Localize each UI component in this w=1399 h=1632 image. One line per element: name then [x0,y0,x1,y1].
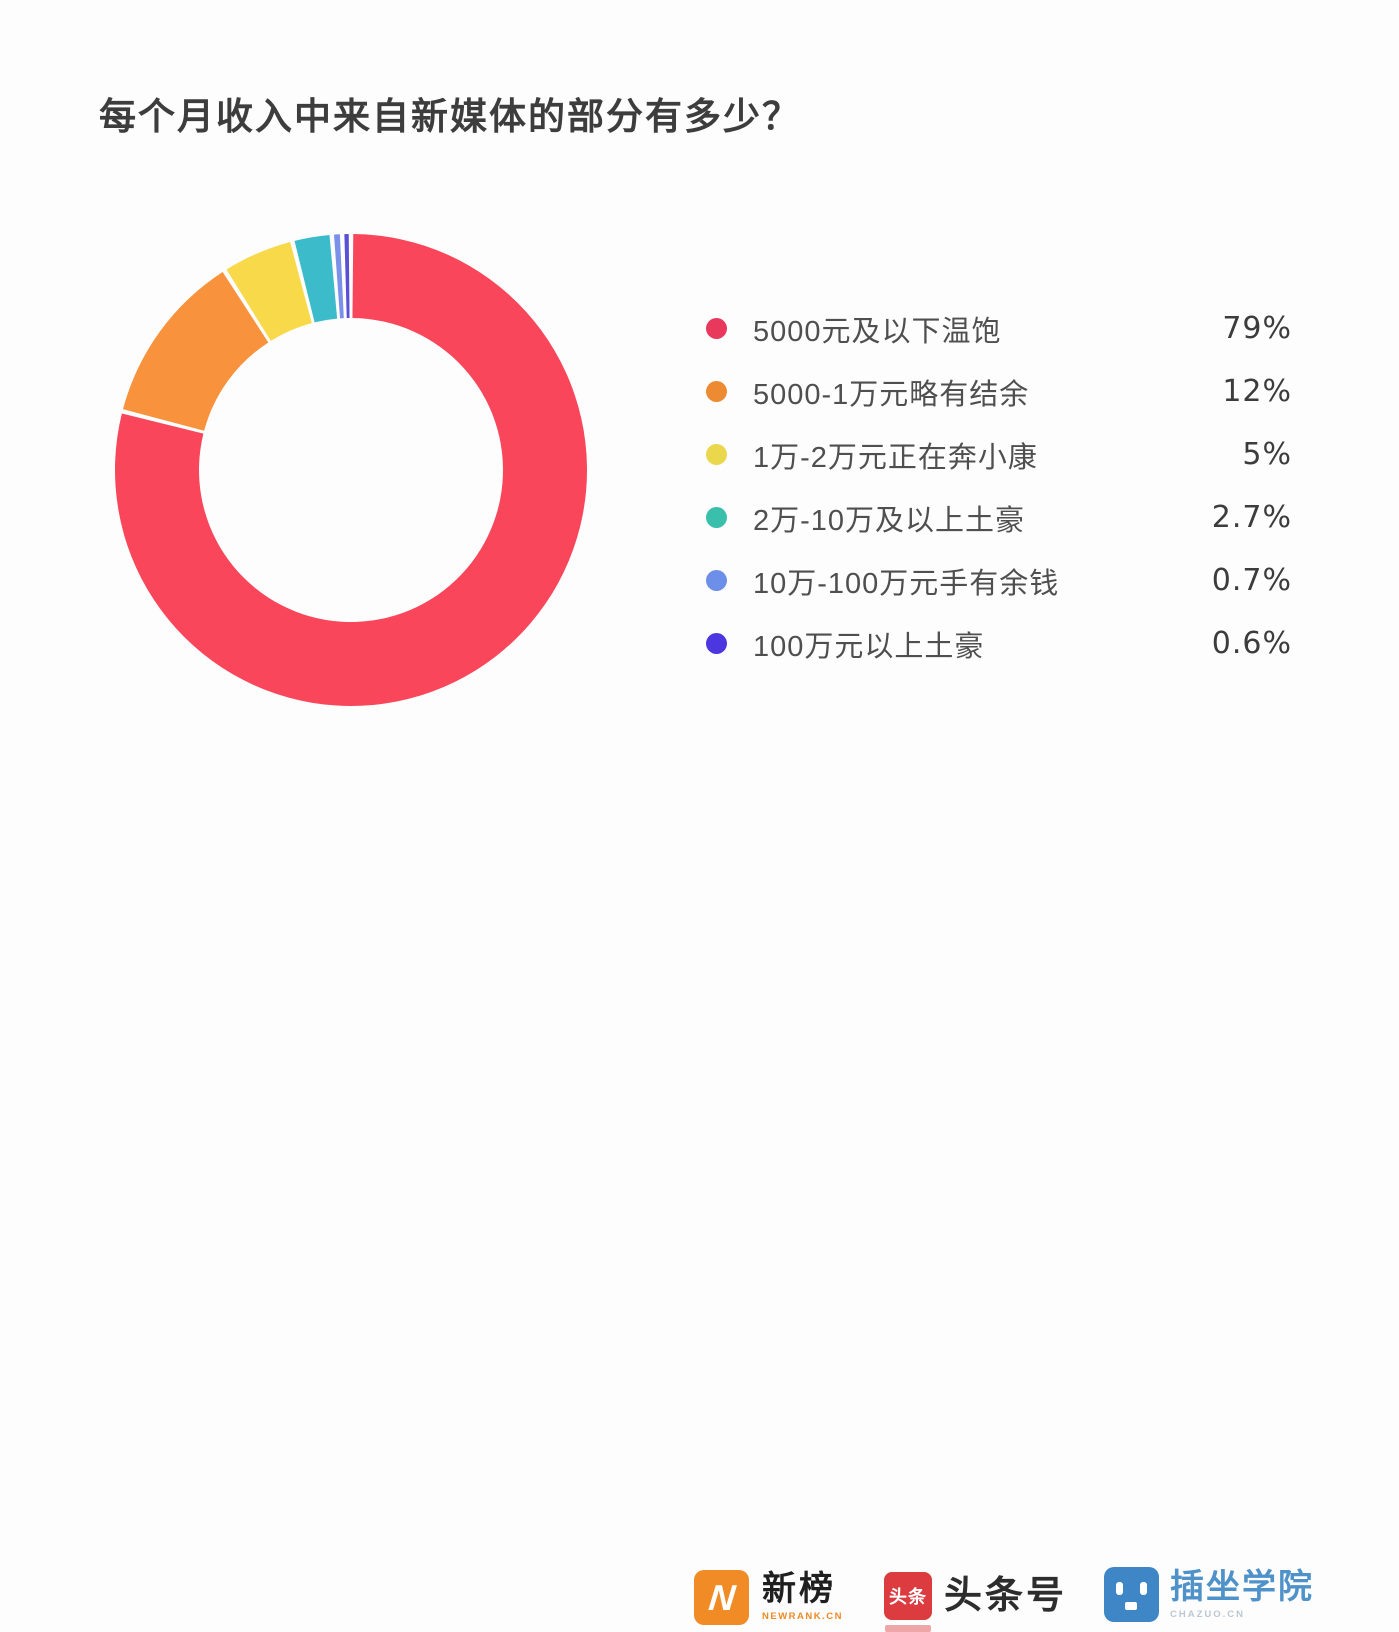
legend-label: 10万-100万元手有余钱 [753,567,1060,600]
chazuo-brand-name: 插坐学院 [1170,1568,1314,1606]
chazuo-eye-icon [1116,1582,1123,1595]
legend-percent: 0.6% [1211,626,1292,661]
legend-dot-icon [706,381,727,402]
legend-item: 1万-2万元正在奔小康 5% [706,423,1292,486]
legend-dot-icon [706,570,727,591]
donut-slice-3 [294,234,338,323]
chazuo-brand-tagline: CHAZUO.CN [1170,1609,1245,1620]
toutiao-logo-substrip [885,1625,931,1632]
chart-title: 每个月收入中来自新媒体的部分有多少？ [99,96,801,137]
donut-svg [114,234,587,706]
legend-item: 10万-100万元手有余钱 0.7% [706,549,1292,612]
chazuo-eye-icon [1140,1582,1147,1595]
legend-percent: 0.7% [1211,563,1292,598]
donut-chart [101,220,601,720]
donut-slice-4 [334,234,344,319]
newrank-logo-icon: N [694,1570,749,1625]
chart-legend: 5000元及以下温饱 79% 5000-1万元略有结余 12% 1万-2万元正在奔小康 5… [706,297,1292,675]
legend-label: 2万-10万及以上土豪 [753,504,1026,537]
donut-slice-5 [344,234,350,319]
legend-dot-icon [706,507,727,528]
legend-percent: 79% [1222,311,1292,346]
legend-dot-icon [706,633,727,654]
newrank-brand-text: 新榜 NEWRANK.CN [762,1570,843,1622]
legend-dot-icon [706,444,727,465]
legend-label: 100万元以上土豪 [753,630,985,663]
legend-percent: 12% [1222,374,1292,409]
legend-item: 5000-1万元略有结余 12% [706,360,1292,423]
legend-item: 5000元及以下温饱 79% [706,297,1292,360]
chazuo-logo-icon [1104,1567,1159,1622]
donut-slice-1 [122,271,269,431]
donut-slice-0 [114,234,587,706]
newrank-n-glyph: N [706,1576,737,1618]
chazuo-brand-text: 插坐学院 CHAZUO.CN [1170,1567,1314,1620]
newrank-brand-name: 新榜 [762,1570,836,1608]
legend-label: 1万-2万元正在奔小康 [753,441,1038,474]
legend-item: 100万元以上土豪 0.6% [706,612,1292,675]
infographic-canvas: 每个月收入中来自新媒体的部分有多少？ 5000元及以下温饱 79% 5000-1万元… [0,96,1399,1632]
legend-dot-icon [706,318,727,339]
newrank-brand-tagline: NEWRANK.CN [762,1611,843,1622]
toutiao-brand-name: 头条号 [944,1575,1068,1617]
legend-label: 5000元及以下温饱 [753,315,1002,348]
legend-percent: 5% [1242,437,1292,472]
chazuo-mouth-icon [1125,1602,1137,1610]
legend-item: 2万-10万及以上土豪 2.7% [706,486,1292,549]
toutiao-logo-icon: 头条 [884,1572,932,1620]
legend-label: 5000-1万元略有结余 [753,378,1030,411]
legend-percent: 2.7% [1211,500,1292,535]
donut-slice-2 [226,241,312,341]
footer-brand-bar: N 新榜 NEWRANK.CN 头条 头条号 插坐学院 CHAZUO.CN [0,778,1399,1632]
chazuo-robot-face-icon [1104,1567,1159,1622]
toutiao-badge-text: 头条 [889,1587,927,1607]
